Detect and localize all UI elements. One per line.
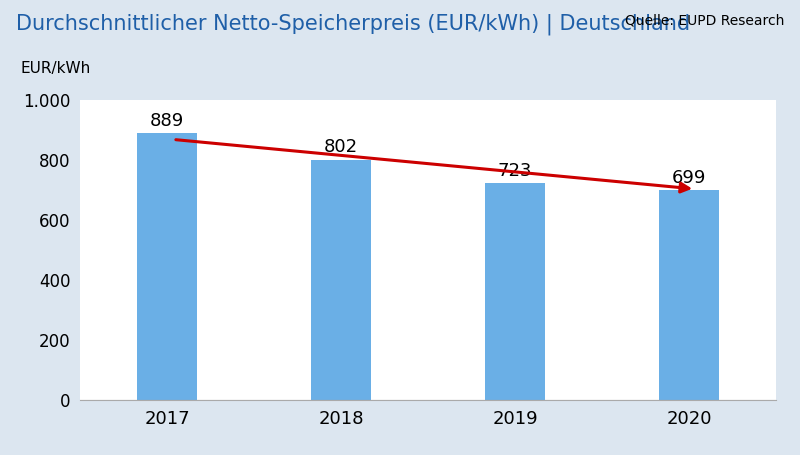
Text: 802: 802 <box>324 138 358 156</box>
Text: 889: 889 <box>150 112 184 130</box>
Text: 723: 723 <box>498 162 532 180</box>
Bar <box>658 191 719 400</box>
Text: Durchschnittlicher Netto-Speicherpreis (EUR/kWh) | Deutschland: Durchschnittlicher Netto-Speicherpreis (… <box>16 14 690 35</box>
Text: EUR/kWh: EUR/kWh <box>21 61 91 76</box>
Bar <box>485 183 546 400</box>
Text: Quelle: EUPD Research: Quelle: EUPD Research <box>625 14 784 28</box>
Bar <box>310 160 371 400</box>
Bar <box>137 133 198 400</box>
Text: 699: 699 <box>672 169 706 187</box>
